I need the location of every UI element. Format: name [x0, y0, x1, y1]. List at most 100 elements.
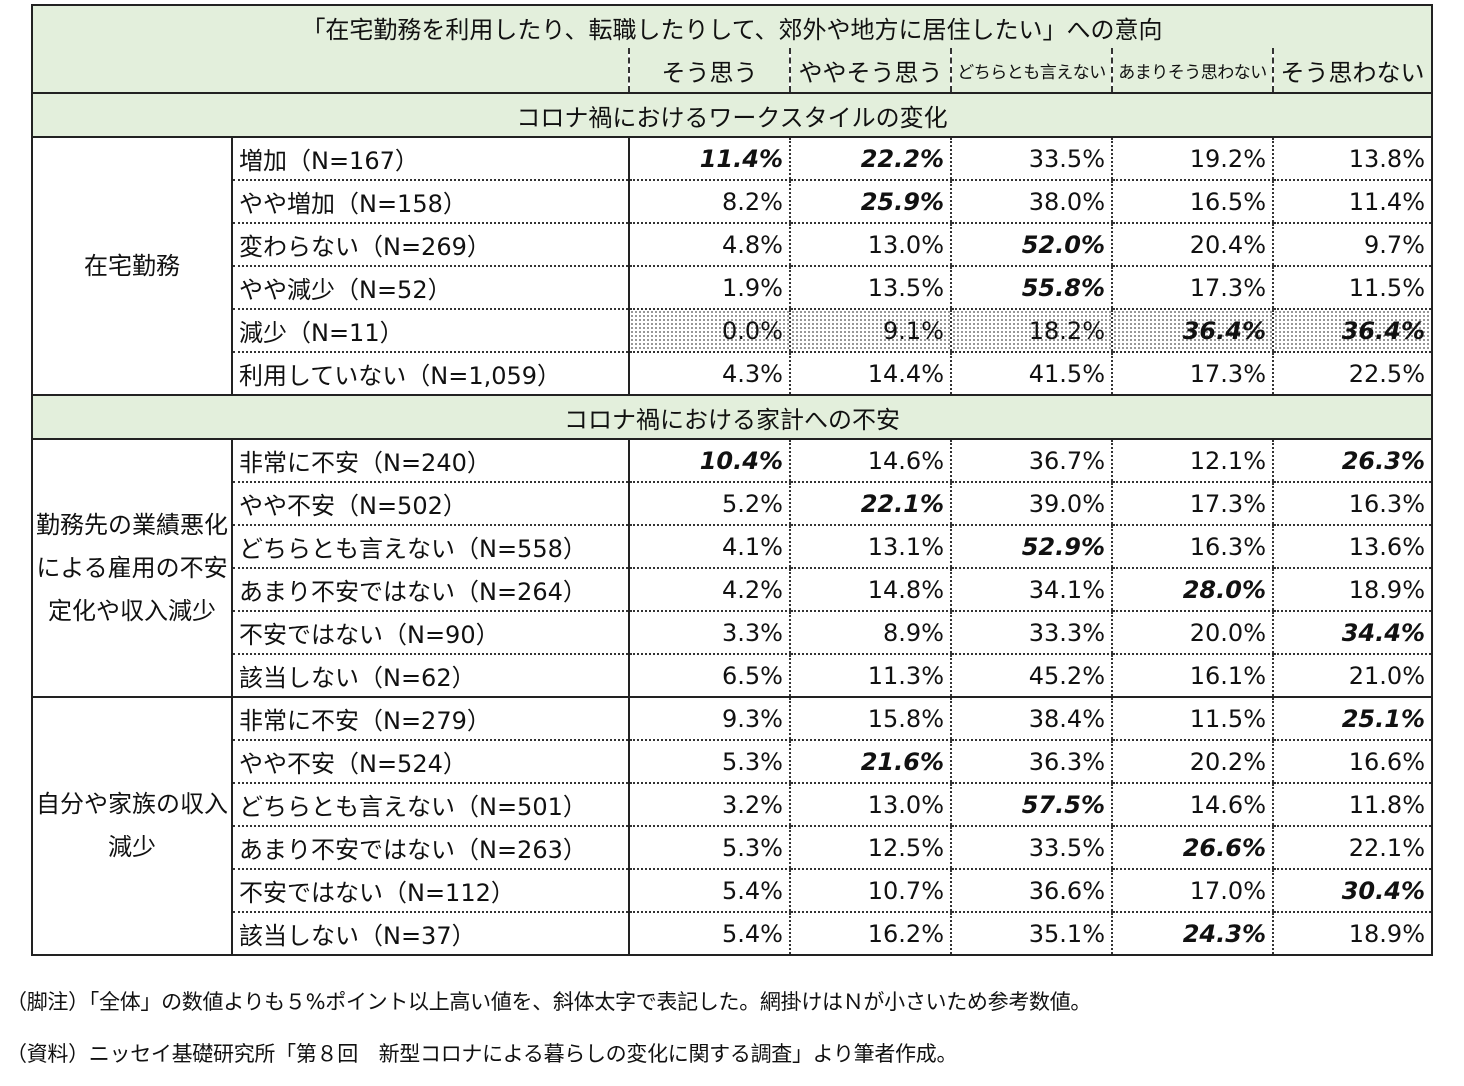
value-cell: 19.2%: [1111, 137, 1273, 181]
value-cell: 12.5%: [789, 826, 951, 870]
value-cell: 8.9%: [789, 611, 951, 655]
value-cell: 5.3%: [628, 740, 790, 784]
value-cell: 22.1%: [1272, 826, 1433, 870]
value-cell: 14.6%: [789, 439, 951, 483]
value-cell: 13.0%: [789, 783, 951, 827]
row-label: 該当しない（N=62）: [232, 654, 630, 698]
row-label: 増加（N=167）: [232, 137, 630, 181]
table-row: 不安ではない（N=112） 5.4% 10.7% 36.6% 17.0% 30.4%: [32, 869, 1433, 913]
section-row: コロナ禍におけるワークスタイルの変化: [31, 92, 1433, 138]
column-header: そう思う: [628, 48, 790, 94]
value-cell: 36.6%: [950, 869, 1112, 913]
value-cell: 14.4%: [789, 352, 951, 396]
table-title: 「在宅勤務を利用したり、転職したりして、郊外や地方に居住したい」への意向: [31, 4, 1433, 48]
row-label: やや増加（N=158）: [232, 180, 630, 224]
value-cell: 36.4%: [1272, 309, 1433, 353]
row-label: どちらとも言えない（N=501）: [232, 783, 630, 827]
value-cell: 10.7%: [789, 869, 951, 913]
value-cell: 3.2%: [628, 783, 790, 827]
value-cell: 39.0%: [950, 482, 1112, 526]
row-label: 不安ではない（N=112）: [232, 869, 630, 913]
value-cell: 52.9%: [950, 525, 1112, 569]
column-header: あまりそう思わない: [1111, 48, 1273, 94]
table-row: 変わらない（N=269） 4.8% 13.0% 52.0% 20.4% 9.7%: [32, 223, 1433, 267]
value-cell: 52.0%: [950, 223, 1112, 267]
value-cell: 3.3%: [628, 611, 790, 655]
row-label: やや不安（N=502）: [232, 482, 630, 526]
table-row: やや減少（N=52） 1.9% 13.5% 55.8% 17.3% 11.5%: [32, 266, 1433, 310]
value-cell: 28.0%: [1111, 568, 1273, 612]
value-cell: 17.3%: [1111, 266, 1273, 310]
table-row: やや増加（N=158） 8.2% 25.9% 38.0% 16.5% 11.4%: [32, 180, 1433, 224]
source-note: （資料）ニッセイ基礎研究所「第８回 新型コロナによる暮らしの変化に関する調査」よ…: [6, 1042, 958, 1066]
value-cell: 34.4%: [1272, 611, 1433, 655]
table-row: 勤務先の業績悪化による雇用の不安定化や収入減少 非常に不安（N=240） 10.4%…: [31, 439, 1433, 698]
value-cell: 16.3%: [1111, 525, 1273, 569]
group-label: 在宅勤務: [31, 137, 233, 396]
row-label: 非常に不安（N=279）: [232, 697, 630, 741]
column-header: どちらとも言えない: [950, 48, 1112, 94]
value-cell: 11.5%: [1272, 266, 1433, 310]
value-cell: 30.4%: [1272, 869, 1433, 913]
value-cell: 22.1%: [789, 482, 951, 526]
value-cell: 18.9%: [1272, 912, 1433, 956]
value-cell: 5.4%: [628, 912, 790, 956]
value-cell: 11.4%: [628, 137, 790, 181]
value-cell: 21.0%: [1272, 654, 1433, 698]
value-cell: 13.0%: [789, 223, 951, 267]
value-cell: 9.7%: [1272, 223, 1433, 267]
value-cell: 4.8%: [628, 223, 790, 267]
group-label: 勤務先の業績悪化による雇用の不安定化や収入減少: [31, 439, 233, 698]
row-label: 利用していない（N=1,059）: [232, 352, 630, 396]
value-cell: 36.3%: [950, 740, 1112, 784]
value-cell: 16.1%: [1111, 654, 1273, 698]
row-label: あまり不安ではない（N=263）: [232, 826, 630, 870]
row-label: あまり不安ではない（N=264）: [232, 568, 630, 612]
section-heading: コロナ禍における家計への不安: [31, 394, 1433, 440]
table-row: どちらとも言えない（N=501） 3.2% 13.0% 57.5% 14.6% 11.8%: [32, 783, 1433, 827]
value-cell: 24.3%: [1111, 912, 1273, 956]
value-cell: 33.5%: [950, 137, 1112, 181]
value-cell: 16.3%: [1272, 482, 1433, 526]
value-cell: 11.3%: [789, 654, 951, 698]
table-row: あまり不安ではない（N=263） 5.3% 12.5% 33.5% 26.6% 22.1%: [32, 826, 1433, 870]
value-cell: 5.4%: [628, 869, 790, 913]
value-cell: 13.6%: [1272, 525, 1433, 569]
value-cell: 34.1%: [950, 568, 1112, 612]
value-cell: 12.1%: [1111, 439, 1273, 483]
table-row: どちらとも言えない（N=558） 4.1% 13.1% 52.9% 16.3% 13.6%: [32, 525, 1433, 569]
value-cell: 21.6%: [789, 740, 951, 784]
table-body: コロナ禍におけるワークスタイルの変化 在宅勤務 増加（N=167） 11.4% 22.2…: [31, 92, 1433, 956]
value-cell: 13.5%: [789, 266, 951, 310]
value-cell: 22.2%: [789, 137, 951, 181]
value-cell: 11.5%: [1111, 697, 1273, 741]
value-cell: 16.6%: [1272, 740, 1433, 784]
value-cell: 20.0%: [1111, 611, 1273, 655]
value-cell: 5.2%: [628, 482, 790, 526]
table-row: やや不安（N=524） 5.3% 21.6% 36.3% 20.2% 16.6%: [32, 740, 1433, 784]
value-cell: 1.9%: [628, 266, 790, 310]
value-cell: 22.5%: [1272, 352, 1433, 396]
column-header: そう思わない: [1272, 48, 1433, 94]
value-cell: 11.8%: [1272, 783, 1433, 827]
column-header: ややそう思う: [789, 48, 951, 94]
value-cell: 8.2%: [628, 180, 790, 224]
value-cell: 20.2%: [1111, 740, 1273, 784]
value-cell: 36.4%: [1111, 309, 1273, 353]
table-row: 不安ではない（N=90） 3.3% 8.9% 33.3% 20.0% 34.4%: [32, 611, 1433, 655]
value-cell: 25.1%: [1272, 697, 1433, 741]
value-cell: 38.4%: [950, 697, 1112, 741]
section-row: コロナ禍における家計への不安: [31, 394, 1433, 440]
value-cell: 33.5%: [950, 826, 1112, 870]
value-cell: 35.1%: [950, 912, 1112, 956]
row-label: 非常に不安（N=240）: [232, 439, 630, 483]
table-row: 該当しない（N=62） 6.5% 11.3% 45.2% 16.1% 21.0%: [32, 654, 1433, 698]
row-label: 不安ではない（N=90）: [232, 611, 630, 655]
value-cell: 9.3%: [628, 697, 790, 741]
row-label: やや減少（N=52）: [232, 266, 630, 310]
value-cell: 13.8%: [1272, 137, 1433, 181]
value-cell: 13.1%: [789, 525, 951, 569]
value-cell: 17.3%: [1111, 482, 1273, 526]
group-label: 自分や家族の収入減少: [31, 697, 233, 956]
row-label: 減少（N=11）: [232, 309, 630, 353]
